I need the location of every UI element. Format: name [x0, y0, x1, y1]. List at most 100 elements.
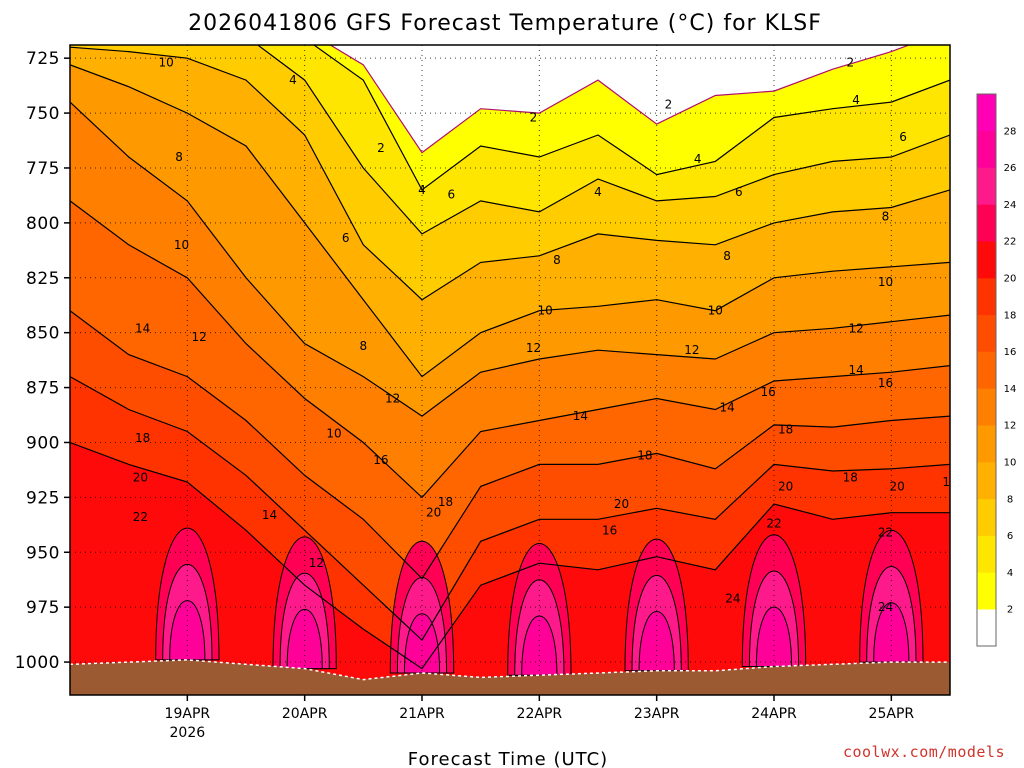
y-tick-label-1000: 1000: [15, 653, 60, 673]
contour-label-24: 24: [878, 600, 893, 614]
contour-label-20: 20: [890, 479, 905, 493]
isotherm-6-line: [256, 45, 950, 235]
colorbar-swatch-0: [977, 609, 996, 647]
contour-label-12: 12: [309, 556, 324, 570]
contour-label-20: 20: [614, 497, 629, 511]
y-tick-label-850: 850: [26, 324, 60, 344]
credit-text[interactable]: coolwx.com/models: [843, 743, 1005, 761]
y-tick-label-900: 900: [26, 433, 60, 453]
contour-label-4: 4: [289, 73, 297, 87]
colorbar-label-10: 10: [1004, 458, 1017, 469]
isotherm-10-line: [70, 64, 950, 378]
surface-line: [70, 659, 950, 681]
contour-label-22: 22: [766, 517, 781, 531]
contour-label-14: 14: [719, 400, 734, 414]
colorbar-swatch-20: [977, 241, 996, 279]
colorbar-label-8: 8: [1007, 494, 1013, 505]
isotherm-20-line: [70, 441, 950, 670]
contour-label-2: 2: [846, 56, 854, 70]
colorbar-label-26: 26: [1004, 163, 1017, 174]
colorbar-swatch-24: [977, 167, 996, 205]
contour-label-18: 18: [438, 495, 453, 509]
contour-label-18: 18: [778, 422, 793, 436]
isotherm-12-line: [70, 101, 950, 417]
grid-lines: [70, 45, 950, 695]
contour-label-8: 8: [723, 249, 731, 263]
contour-label-4: 4: [418, 183, 426, 197]
contour-label-20: 20: [778, 479, 793, 493]
contour-label-20: 20: [133, 471, 148, 485]
contour-label-6: 6: [735, 185, 743, 199]
x-axis: 19APR 2026 20APR 21APR 22APR 23APR 24APR 25APR: [165, 695, 915, 741]
contour-label-12: 12: [385, 392, 400, 406]
plot-frame: [69, 44, 951, 696]
contour-label-8: 8: [553, 253, 561, 267]
warm-core-6-26: [873, 602, 910, 663]
contour-label-22: 22: [878, 526, 893, 540]
ground-fill: [70, 659, 950, 695]
contour-label-10: 10: [878, 275, 893, 289]
contour-label-16: 16: [878, 376, 893, 390]
colorbar-label-28: 28: [1004, 126, 1017, 137]
colorbar-label-24: 24: [1004, 200, 1017, 211]
contour-label-4: 4: [852, 93, 860, 107]
y-tick-label-750: 750: [26, 104, 60, 124]
y-tick-label-950: 950: [26, 543, 60, 563]
contour-label-14: 14: [848, 363, 863, 377]
contour-label-18: 18: [942, 475, 957, 489]
colorbar-swatch-12: [977, 388, 996, 426]
warm-core-2-26: [403, 613, 441, 674]
x-tick-label-24APR: 24APR: [751, 706, 797, 722]
x-tick-label-23APR: 23APR: [634, 706, 680, 722]
colorbar-swatch-10: [977, 425, 996, 463]
x-tick-label-25APR: 25APR: [869, 706, 915, 722]
colorbar-swatch-16: [977, 314, 996, 352]
colorbar-swatch-14: [977, 351, 996, 389]
isotherm-4-line: [312, 45, 950, 191]
x-tick-label-21APR: 21APR: [399, 706, 445, 722]
x-tick-label-22APR: 22APR: [517, 706, 563, 722]
contour-label-14: 14: [135, 321, 150, 335]
colorbar-swatch-26: [977, 130, 996, 168]
contour-label-22: 22: [133, 510, 148, 524]
colorbar-swatch-8: [977, 462, 996, 500]
contour-label-24: 24: [725, 591, 740, 605]
x-tick-label-20APR: 20APR: [282, 706, 328, 722]
y-tick-label-975: 975: [26, 598, 60, 618]
contour-label-12: 12: [526, 341, 541, 355]
colorbar-swatch-2: [977, 572, 996, 610]
y-tick-label-775: 775: [26, 159, 60, 179]
contour-label-6: 6: [899, 130, 907, 144]
x-axis-label: Forecast Time (UTC): [408, 749, 608, 768]
colorbar-swatch-4: [977, 535, 996, 573]
isotherm-2-line: [329, 45, 911, 154]
isotherm-8-line: [70, 46, 950, 301]
chart-title: 2026041806 GFS Forecast Temperature (°C)…: [188, 11, 822, 36]
contour-label-8: 8: [882, 209, 890, 223]
colorbar-label-2: 2: [1007, 605, 1013, 616]
contour-label-2: 2: [530, 111, 538, 125]
contour-label-2: 2: [377, 141, 385, 155]
temperature-bands: [70, 45, 950, 695]
contour-label-4: 4: [594, 185, 602, 199]
contour-label-18: 18: [843, 471, 858, 485]
y-axis: 725 750 775 800 825 850 875 900 925 950 975 1000: [15, 49, 70, 673]
colorbar-label-6: 6: [1007, 531, 1013, 542]
contour-label-18: 18: [637, 449, 652, 463]
contour-label-12: 12: [191, 330, 206, 344]
contour-label-16: 16: [760, 385, 775, 399]
colorbar-swatch-6: [977, 498, 996, 536]
isotherm-16-line: [70, 310, 950, 580]
y-tick-label-875: 875: [26, 379, 60, 399]
contour-label-6: 6: [447, 187, 455, 201]
colorbar-label-20: 20: [1004, 274, 1017, 285]
isotherm-18-line: [70, 376, 950, 642]
contour-label-14: 14: [573, 409, 588, 423]
contour-label-16: 16: [602, 523, 617, 537]
colorbar-frame: [976, 93, 997, 647]
colorbar-swatch-18: [977, 278, 996, 316]
contour-label-8: 8: [359, 339, 367, 353]
y-tick-label-825: 825: [26, 269, 60, 289]
